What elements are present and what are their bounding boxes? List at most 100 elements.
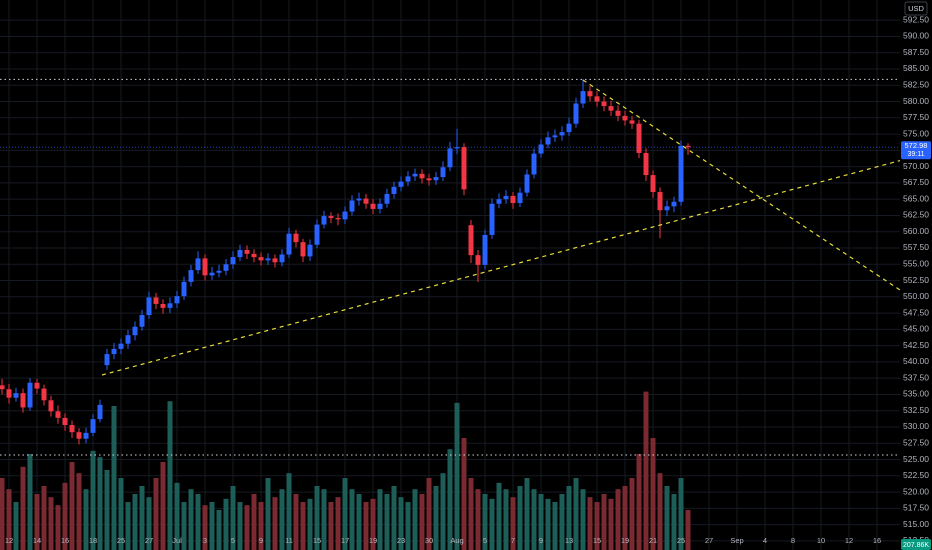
volume-bar [503,489,509,550]
candle-body [440,167,446,178]
y-tick-label: 550.00 [903,291,929,301]
volume-bar [321,489,327,550]
volume-bar [300,502,306,550]
volume-bar [244,505,250,550]
candle-body [349,200,355,212]
volume-bar [265,478,271,550]
y-tick-label: 542.50 [903,340,929,350]
last-price-label: 572.98 [905,141,928,150]
volume-bar [118,478,124,550]
volume-bar [230,486,236,550]
volume-bar [629,478,635,550]
volume-bar [34,494,40,550]
candle-body [97,404,103,420]
x-tick-label: 21 [649,536,657,545]
y-tick-label: 577.50 [903,112,929,122]
volume-bar [41,486,47,550]
candle-body [398,181,404,187]
candle-body [391,186,397,194]
volume-bar [356,494,362,550]
candle-body [559,132,565,136]
candle-body [244,249,250,254]
candle-body [258,257,264,261]
volume-bar [328,502,334,550]
candle-body [685,145,691,148]
x-tick-label: 30 [425,536,433,545]
price-axis: USD 512.50515.00517.50520.00522.50525.00… [900,0,932,550]
volume-bar [0,478,5,550]
volume-tag: 207.86K [903,542,929,549]
x-tick-label: 15 [313,536,321,545]
volume-bar [559,494,565,550]
countdown: 39:11 [908,151,925,158]
candle-body [265,258,271,261]
volume-bar [363,502,369,550]
x-tick-label: Aug [450,536,463,545]
candle-body [27,382,33,408]
candle-body [405,176,411,182]
x-tick-label: 9 [539,536,543,545]
candle-body [55,411,61,418]
candle-body [321,216,327,225]
volume-tag-box [901,539,931,550]
candle-body [608,106,614,111]
volume-bar [20,466,26,550]
candle-body [69,425,75,433]
candle-body [202,258,208,276]
y-tick-label: 590.00 [903,31,929,41]
volume-bar [349,489,355,550]
candle-body [580,91,586,104]
candle-body [510,195,516,204]
volume-bar [181,502,187,550]
candle-body [601,101,607,107]
candle-body [118,343,124,349]
volume-bar [377,489,383,550]
volume-bar [622,486,628,550]
y-tick-label: 525.00 [903,454,929,464]
candle-body [489,203,495,235]
volume-bar [594,502,600,550]
volume-bar [482,494,488,550]
candle-body [342,211,348,220]
y-tick-label: 552.50 [903,275,929,285]
candle-body [174,296,180,304]
volume-bar [314,486,320,550]
candle-body [279,254,285,263]
candle-body [104,354,110,366]
x-tick-label: 14 [33,536,41,545]
candle-body [524,174,530,193]
candle-body [272,258,278,263]
candle-body [181,281,187,297]
candle-body [307,244,313,257]
x-tick-label: 18 [89,536,97,545]
x-tick-label: 10 [817,536,825,545]
volume-bar [608,498,614,550]
y-tick-label: 570.00 [903,161,929,171]
y-tick-label: 562.50 [903,210,929,220]
volume-bar [685,510,691,550]
candle-body [517,192,523,204]
x-tick-label: 4 [763,536,767,545]
volume-bar [174,482,180,550]
volume-bar [664,486,670,550]
candle-body [587,91,593,97]
volume-bar [342,478,348,550]
candle-body [293,233,299,243]
candle-body [111,348,117,355]
volume-pane [0,391,691,550]
volume-bar [160,462,166,550]
candle-body [251,253,257,258]
volume-bar [272,497,278,550]
candle-body [153,297,159,304]
x-tick-label: 5 [483,536,487,545]
volume-bar [657,473,663,550]
volume-bar [237,502,243,550]
volume-bar [636,454,642,550]
candle-body [426,178,432,181]
candle-body [615,110,621,116]
x-tick-label: 27 [145,536,153,545]
y-tick-label: 532.50 [903,405,929,415]
x-tick-label: 5 [231,536,235,545]
volume-bar [678,478,684,550]
